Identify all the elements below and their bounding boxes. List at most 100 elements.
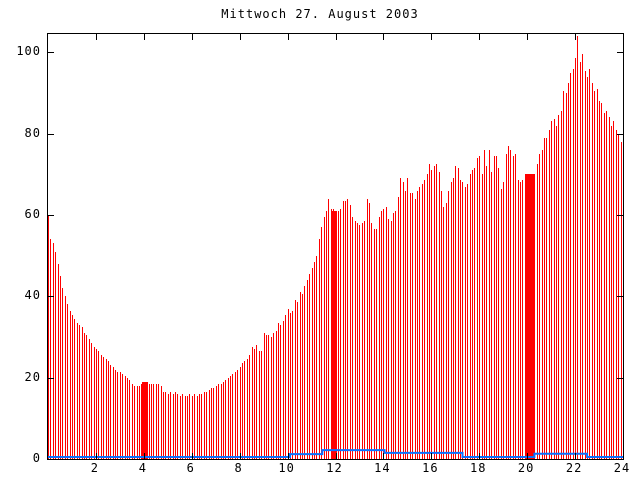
y-tick-right <box>617 215 623 216</box>
impulse-bar <box>276 331 277 459</box>
impulse-bar <box>110 365 111 459</box>
impulse-bar <box>232 374 233 459</box>
impulse-bar <box>345 201 346 459</box>
impulse-bar <box>137 386 138 459</box>
impulse-bar <box>249 355 250 459</box>
impulse-bar <box>340 209 341 459</box>
impulse-bar <box>177 394 178 459</box>
impulse-bar <box>501 189 502 459</box>
impulse-bar <box>278 323 279 459</box>
impulse-bar <box>204 392 205 459</box>
impulse-bar <box>58 264 59 459</box>
impulse-bar <box>108 361 109 459</box>
impulse-bar <box>367 199 368 459</box>
impulse-bar <box>467 184 468 459</box>
x-tick-top <box>144 34 145 40</box>
impulse-bar <box>427 174 428 459</box>
impulse-bar <box>122 374 123 459</box>
impulse-bar <box>355 221 356 459</box>
impulse-bar <box>77 323 78 459</box>
impulse-bar <box>304 286 305 459</box>
impulse-bar <box>185 396 186 459</box>
impulse-bar <box>403 182 404 459</box>
impulse-bar <box>477 158 478 459</box>
impulse-bar <box>201 394 202 459</box>
x-tick-bottom <box>623 453 624 459</box>
impulse-bar <box>616 130 617 459</box>
plot-area <box>47 33 624 460</box>
x-tick-label: 22 <box>565 461 583 475</box>
impulse-bar <box>192 396 193 459</box>
impulse-bar <box>319 239 320 459</box>
impulse-bar <box>422 184 423 459</box>
impulse-bar <box>520 182 521 459</box>
impulse-bar <box>436 164 437 459</box>
x-tick-bottom <box>144 453 145 459</box>
impulse-bar <box>410 193 411 459</box>
x-tick-label: 12 <box>326 461 343 475</box>
impulse-bar <box>592 83 593 459</box>
impulse-bar <box>513 156 514 459</box>
impulse-solid-block <box>526 174 534 459</box>
impulse-bar <box>542 150 543 459</box>
impulse-bar <box>242 363 243 459</box>
x-tick-label: 24 <box>613 461 631 475</box>
x-tick-top <box>527 34 528 40</box>
impulse-bar <box>338 211 339 459</box>
impulse-bar <box>314 262 315 459</box>
impulse-bar <box>453 178 454 459</box>
impulse-bar <box>405 191 406 459</box>
impulse-bar <box>161 386 162 459</box>
impulse-bar <box>439 172 440 459</box>
impulse-bar <box>556 126 557 459</box>
impulse-bar <box>589 69 590 459</box>
impulse-bar <box>213 388 214 459</box>
impulse-bar <box>359 225 360 459</box>
impulse-bar <box>434 166 435 459</box>
impulse-bar <box>441 191 442 459</box>
x-tick-label: 16 <box>422 461 439 475</box>
impulse-bar <box>498 168 499 459</box>
impulse-bar <box>271 337 272 459</box>
impulse-bar <box>98 351 99 459</box>
y-tick-label: 0 <box>32 451 41 465</box>
impulse-bar <box>503 182 504 459</box>
impulse-bar <box>398 197 399 459</box>
impulse-bar <box>256 345 257 459</box>
impulse-bar <box>601 103 602 459</box>
impulse-bar <box>259 351 260 459</box>
impulse-bar <box>343 201 344 459</box>
impulse-bar <box>156 384 157 459</box>
y-tick-label: 40 <box>24 288 41 303</box>
impulse-bar <box>209 390 210 459</box>
impulse-bar <box>223 382 224 459</box>
impulse-bar <box>604 113 605 459</box>
impulse-bar <box>240 367 241 459</box>
impulse-bar <box>474 168 475 459</box>
impulse-bar <box>448 191 449 459</box>
impulse-bar <box>388 219 389 459</box>
impulse-bar <box>518 180 519 459</box>
impulse-bar <box>577 36 578 459</box>
impulse-bar <box>235 372 236 459</box>
impulse-bar <box>508 146 509 459</box>
impulse-bar <box>297 302 298 459</box>
y-tick-left <box>48 134 54 135</box>
impulse-bar <box>280 325 281 459</box>
impulse-bar <box>369 203 370 459</box>
x-tick-label: 2 <box>90 461 100 475</box>
impulse-bar <box>307 280 308 459</box>
impulse-bar <box>415 199 416 459</box>
impulse-bar <box>597 89 598 459</box>
stuttgarter-step-path <box>48 449 623 458</box>
impulse-bar <box>117 372 118 459</box>
impulse-bar <box>424 180 425 459</box>
impulse-bar <box>266 335 267 459</box>
impulse-bar <box>182 394 183 459</box>
impulse-bar <box>563 91 564 459</box>
impulse-bar <box>62 288 63 459</box>
x-tick-top <box>479 34 480 40</box>
impulse-bar <box>470 174 471 459</box>
impulse-bar <box>522 180 523 459</box>
impulse-bar <box>491 172 492 459</box>
